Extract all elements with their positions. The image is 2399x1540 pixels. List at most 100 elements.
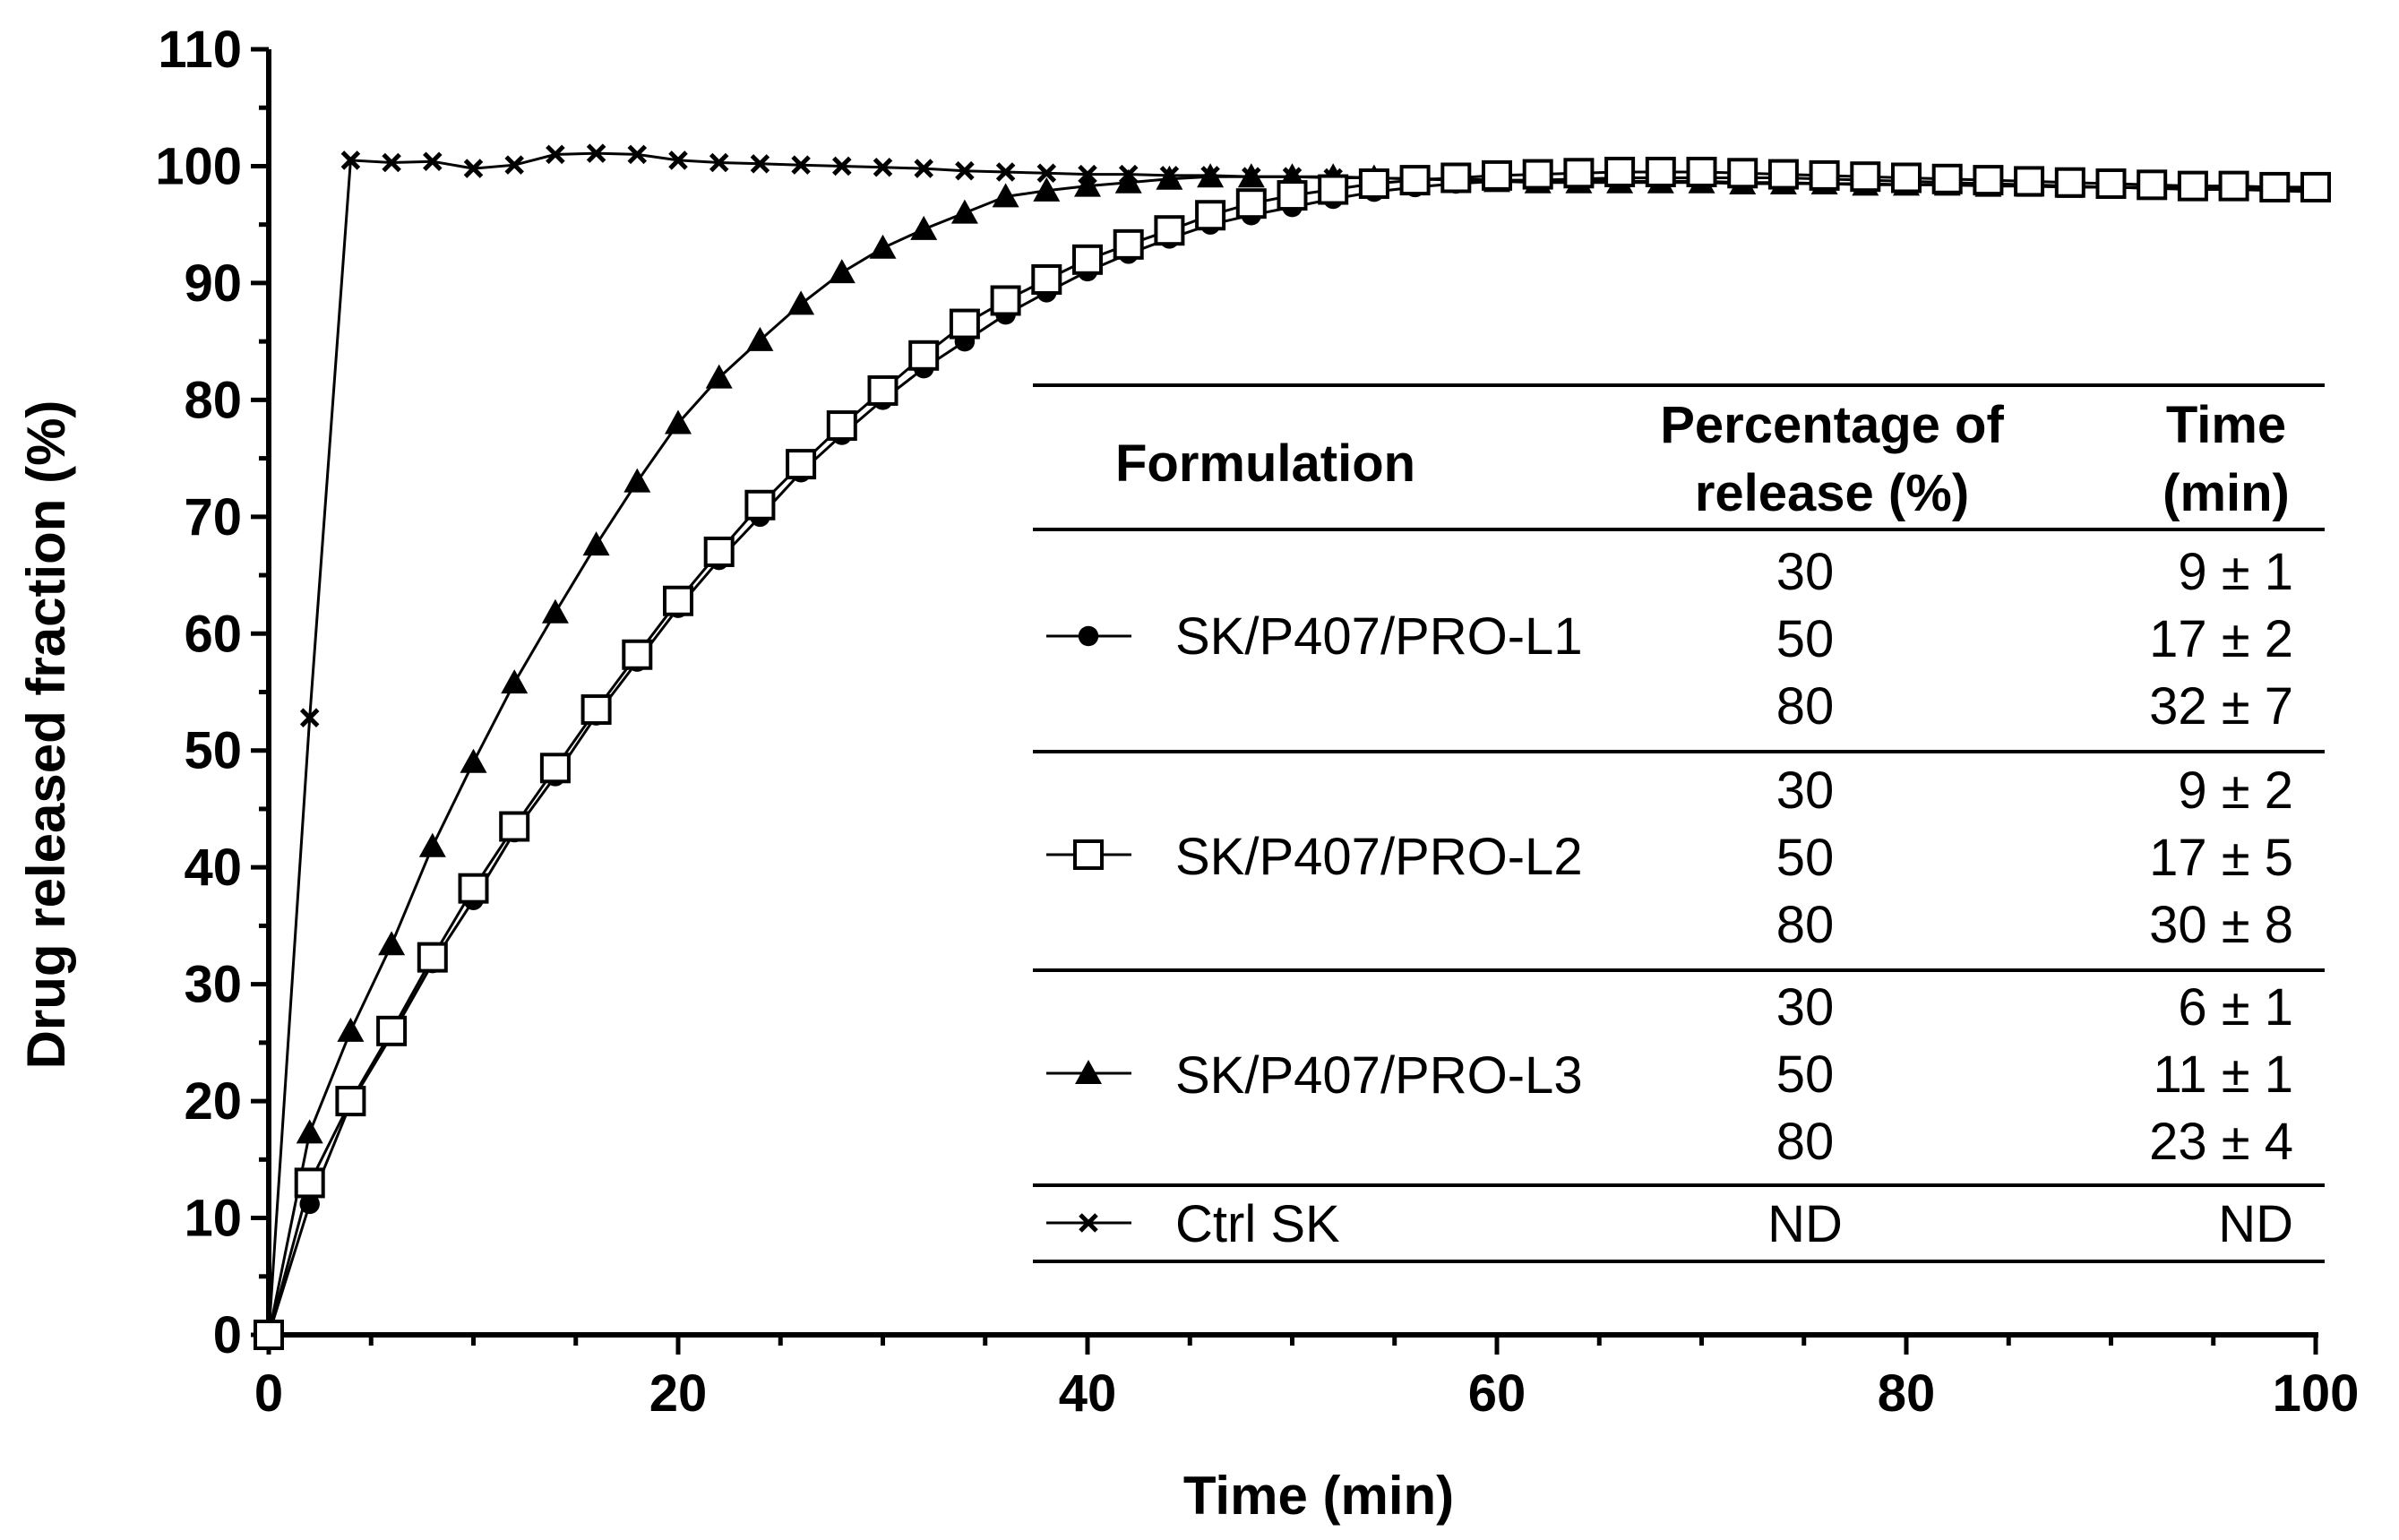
marker-cross [382,152,401,173]
row1-time-2: 17 ± 2 [2149,610,2293,668]
marker-circle [1078,625,1099,647]
marker-triangle [746,326,774,351]
marker-cross [709,152,729,173]
marker-cross [1079,1213,1098,1233]
marker-square [1767,159,1799,190]
row1-pct-1: 30 [1776,543,1835,601]
header-time-line2: (min) [2163,464,2290,522]
y-axis-title: Drug released fraction (%) [16,400,76,1070]
marker-triangle [992,183,1019,208]
marker-cross [791,155,811,175]
row1-pct-3: 80 [1776,677,1835,736]
marker-triangle [296,1119,323,1144]
x-tick-label: 100 [2273,1364,2360,1423]
marker-square [1195,200,1226,231]
marker-triangle [910,215,938,240]
row2-time-1: 9 ± 2 [2178,761,2293,820]
marker-square [1318,174,1349,205]
y-tick-label: 40 [184,839,242,897]
y-tick-label: 20 [184,1072,242,1131]
marker-square [1399,165,1431,196]
row2-time-3: 30 ± 8 [2149,896,2293,954]
marker-triangle [1074,172,1101,197]
marker-cross [1036,163,1057,184]
marker-square [2137,169,2168,201]
marker-triangle [1114,168,1142,194]
marker-square [294,1167,325,1199]
marker-triangle [1033,176,1061,202]
marker-square [1482,159,1512,191]
marker-square [990,285,1021,316]
marker-cross [873,157,893,177]
y-tick-label: 70 [184,488,242,546]
marker-square [2300,171,2331,202]
row2-name: SK/P407/PRO-L2 [1175,828,1583,886]
marker-square [335,1086,366,1117]
marker-square [1850,161,1881,193]
marker-triangle [418,832,446,857]
marker-triangle [787,290,815,315]
marker-cross [955,160,975,181]
marker-triangle [378,931,406,956]
marker-cross [463,159,484,178]
x-axis-title: Time (min) [1183,1466,1454,1526]
marker-square [1645,156,1676,187]
y-tick-label: 30 [184,956,242,1014]
row3-time-3: 23 ± 4 [2149,1113,2293,1171]
row1-pct-2: 50 [1776,610,1835,668]
row3-pct-1: 30 [1776,978,1835,1037]
series-line-circle [267,176,2317,1336]
row3-time-2: 11 ± 1 [2153,1045,2293,1104]
marker-cross [914,159,933,178]
marker-square [417,942,448,973]
marker-square [1809,159,1840,191]
series-line-triangle [267,175,2317,1336]
marker-triangle [582,531,610,556]
marker-square [1031,263,1062,295]
marker-cross [995,162,1016,182]
axis-ticks: 0 10 20 30 40 50 60 70 80 90 100 110 0 20 40 60 80 100 [155,21,2359,1423]
marker-cross [750,154,770,174]
y-tick-label: 50 [184,722,242,780]
marker-triangle [828,259,856,284]
series-markers-cross [259,143,2326,1345]
marker-square [908,340,940,371]
marker-square [1563,158,1595,189]
marker-square [1073,839,1104,870]
header-percentage-line2: release (%) [1695,464,1969,522]
marker-cross [423,151,443,172]
marker-square [1154,215,1185,246]
marker-square [1686,156,1717,187]
y-tick-label: 0 [213,1306,242,1364]
marker-triangle [665,409,692,434]
row4-name: Ctrl SK [1175,1195,1340,1253]
row4-pct: ND [1767,1195,1843,1253]
marker-square [949,308,980,340]
marker-triangle [1197,163,1225,188]
marker-triangle [460,748,487,773]
marker-cross [299,708,320,727]
y-tick-label: 110 [158,21,242,79]
legend-markers [1046,625,1131,1233]
marker-triangle [501,669,529,694]
marker-triangle [1075,1060,1102,1084]
marker-square [1358,168,1389,200]
row2-pct-2: 50 [1776,829,1835,887]
marker-square [1440,162,1472,194]
marker-square [580,694,612,726]
header-percentage-line1: Percentage of [1660,396,2004,454]
marker-square [663,585,693,616]
marker-square [703,536,735,567]
row1-time-1: 9 ± 1 [2178,543,2293,601]
row2-time-2: 17 ± 5 [2149,829,2293,887]
marker-cross [546,144,565,165]
row3-name: SK/P407/PRO-L3 [1175,1046,1583,1105]
row4-time: ND [2218,1195,2293,1253]
marker-square [2014,166,2045,197]
marker-square [826,410,857,442]
y-tick-label: 90 [184,254,242,313]
row3-pct-3: 80 [1776,1113,1835,1171]
header-formulation: Formulation [1115,434,1415,493]
marker-triangle [337,1017,365,1042]
